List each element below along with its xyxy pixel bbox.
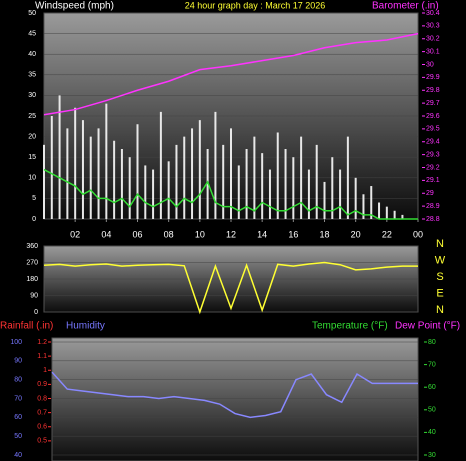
y-tick-label: 29.7 xyxy=(426,100,440,107)
y-tick-label: 30.4 xyxy=(426,10,440,17)
y-tick-label: 0.5 xyxy=(37,438,47,445)
y-tick-label: 30.3 xyxy=(426,23,440,30)
y-tick-label: 29.5 xyxy=(426,126,440,133)
y-tick-label: 30.1 xyxy=(426,48,440,55)
y-tick-label: 0.9 xyxy=(37,381,47,388)
series-line xyxy=(43,261,418,315)
y-tick-label: 29.3 xyxy=(426,151,440,158)
axis-label: Humidity xyxy=(66,321,105,332)
y-tick-label: 40 xyxy=(28,51,36,58)
series-line xyxy=(43,32,419,116)
y-tick-label: 30 xyxy=(28,92,36,99)
y-tick-label: 30.2 xyxy=(426,36,440,43)
y-tick-label: 50 xyxy=(428,407,436,414)
y-tick-label: 0 xyxy=(34,309,38,316)
axis-label: Rainfall (.in) xyxy=(0,321,53,332)
x-tick-label: 08 xyxy=(164,229,174,239)
y-tick-label: 60 xyxy=(428,384,436,391)
x-tick-label: 20 xyxy=(351,229,361,239)
compass-label: E xyxy=(436,287,443,299)
compass-label: N xyxy=(436,238,444,250)
axis-label: Dew Point (°F) xyxy=(395,321,460,332)
x-tick-label: 16 xyxy=(288,229,298,239)
y-tick-label: 360 xyxy=(26,243,38,250)
y-tick-label: 29.1 xyxy=(426,177,440,184)
y-tick-label: 270 xyxy=(26,259,38,266)
y-tick-label: 50 xyxy=(28,10,36,17)
y-tick-label: 1.2 xyxy=(37,339,47,346)
chart-title: 24 hour graph day : March 17 2026 xyxy=(185,0,326,10)
y-tick-label: 5 xyxy=(32,195,36,202)
y-tick-label: 28.8 xyxy=(426,216,440,223)
x-tick-label: 04 xyxy=(101,229,111,239)
y-tick-label: 20 xyxy=(28,133,36,140)
y-tick-label: 40 xyxy=(428,429,436,436)
y-tick-label: 10 xyxy=(28,175,36,182)
y-tick-label: 29.9 xyxy=(426,74,440,81)
y-tick-label: 60 xyxy=(14,414,22,421)
y-tick-label: 28.9 xyxy=(426,203,440,210)
y-tick-label: 0.6 xyxy=(37,424,47,431)
compass-label: S xyxy=(436,271,443,283)
x-tick-label: 22 xyxy=(382,229,392,239)
y-tick-label: 90 xyxy=(30,292,38,299)
x-tick-label: 14 xyxy=(257,229,267,239)
axis-label: Temperature (°F) xyxy=(312,321,388,332)
y-tick-label: 180 xyxy=(26,276,38,283)
y-tick-label: 29.2 xyxy=(426,164,440,171)
compass-label: N xyxy=(436,304,444,316)
y-tick-label: 100 xyxy=(10,339,22,346)
x-tick-label: 12 xyxy=(226,229,236,239)
x-tick-label: 18 xyxy=(319,229,329,239)
y-tick-label: 50 xyxy=(14,433,22,440)
y-tick-label: 90 xyxy=(14,358,22,365)
y-tick-label: 30 xyxy=(428,452,436,459)
y-tick-label: 45 xyxy=(28,30,36,37)
y-tick-label: 0 xyxy=(32,216,36,223)
y-tick-label: 15 xyxy=(28,154,36,161)
y-tick-label: 29.4 xyxy=(426,139,440,146)
y-tick-label: 29.8 xyxy=(426,87,440,94)
x-tick-label: 06 xyxy=(132,229,142,239)
x-tick-label: 02 xyxy=(70,229,80,239)
y-tick-label: 80 xyxy=(14,377,22,384)
y-tick-label: 0.8 xyxy=(37,395,47,402)
y-tick-label: 25 xyxy=(28,113,36,120)
y-tick-label: 70 xyxy=(14,395,22,402)
axis-label: Windspeed (mph) xyxy=(35,1,114,12)
y-tick-label: 40 xyxy=(14,452,22,459)
plot-area xyxy=(51,337,419,461)
y-tick-label: 1 xyxy=(43,367,47,374)
compass-label: W xyxy=(435,254,446,266)
x-tick-label: 10 xyxy=(195,229,205,239)
y-tick-label: 29 xyxy=(426,190,434,197)
y-tick-label: 1.1 xyxy=(37,353,47,360)
y-tick-label: 80 xyxy=(428,339,436,346)
x-tick-label: 00 xyxy=(413,229,423,239)
y-tick-label: 35 xyxy=(28,72,36,79)
axis-label: Barometer (.in) xyxy=(372,1,439,12)
series-line xyxy=(51,371,418,419)
y-tick-label: 30 xyxy=(426,61,434,68)
y-tick-label: 29.6 xyxy=(426,113,440,120)
y-tick-label: 70 xyxy=(428,361,436,368)
y-tick-label: 0.7 xyxy=(37,409,47,416)
series-line xyxy=(43,168,418,220)
